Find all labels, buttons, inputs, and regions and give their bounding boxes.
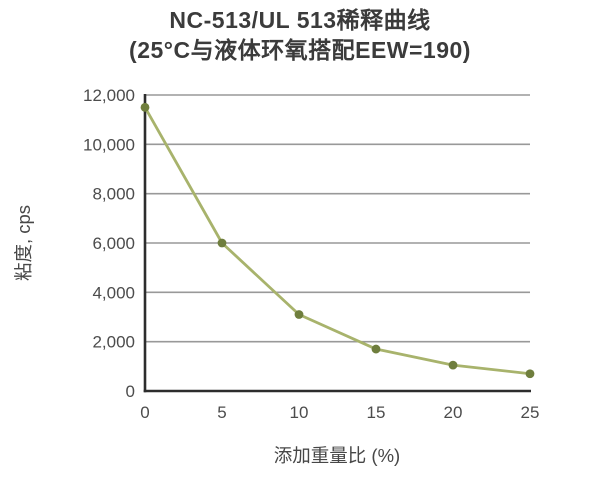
chart-title-line1: NC-513/UL 513稀释曲线 bbox=[169, 7, 431, 33]
data-point bbox=[525, 369, 535, 379]
y-tick-label: 12,000 bbox=[83, 86, 135, 105]
chart-title-line2: (25°C与液体环氧搭配EEW=190) bbox=[129, 36, 471, 63]
data-point bbox=[448, 360, 458, 370]
x-tick-label: 15 bbox=[367, 403, 386, 422]
y-tick-label: 8,000 bbox=[92, 185, 135, 204]
x-tick-label: 0 bbox=[140, 403, 149, 422]
y-tick-label: 2,000 bbox=[92, 333, 135, 352]
y-tick-label: 0 bbox=[126, 382, 135, 401]
data-point bbox=[371, 344, 381, 354]
y-axis-tick-labels: 0 2,000 4,000 6,000 8,000 10,000 12,000 bbox=[83, 86, 135, 401]
y-tick-label: 4,000 bbox=[92, 283, 135, 302]
y-tick-label: 10,000 bbox=[83, 135, 135, 154]
viscosity-line-chart: 0 2,000 4,000 6,000 8,000 10,000 12,000 0 5 10 15… bbox=[13, 86, 539, 466]
data-point bbox=[140, 102, 150, 112]
chart-title: NC-513/UL 513稀释曲线 (25°C与液体环氧搭配EEW=190) bbox=[0, 6, 600, 66]
x-tick-label: 5 bbox=[217, 403, 226, 422]
x-tick-label: 10 bbox=[290, 403, 309, 422]
x-axis-tick-labels: 0 5 10 15 20 25 bbox=[140, 403, 539, 422]
gridlines bbox=[145, 94, 530, 343]
x-axis-title: 添加重量比 (%) bbox=[274, 445, 400, 466]
viscosity-series bbox=[140, 102, 535, 379]
data-point bbox=[217, 238, 227, 248]
y-tick-label: 6,000 bbox=[92, 234, 135, 253]
x-tick-label: 25 bbox=[521, 403, 540, 422]
y-axis-title: 粘度, cps bbox=[13, 205, 34, 281]
axes bbox=[143, 94, 531, 393]
series-line bbox=[143, 105, 532, 376]
data-point bbox=[294, 310, 304, 319]
x-tick-label: 20 bbox=[444, 403, 463, 422]
